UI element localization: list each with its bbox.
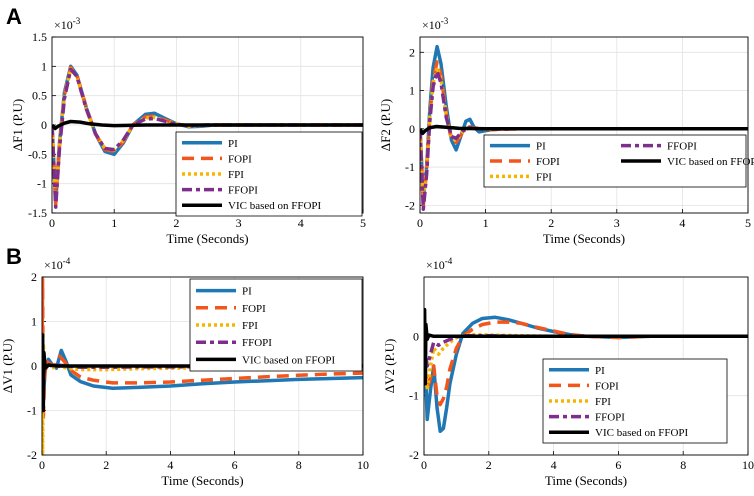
legend: PI FOPI FPI FFOPI VIC based on FFOPI: [542, 358, 728, 444]
legend-label: FFOPI: [595, 412, 625, 424]
x-tick-label: 0: [421, 458, 427, 472]
x-tick-label: 3: [614, 216, 620, 230]
legend-label: VIC based on FFOPI: [228, 200, 322, 212]
y-tick-label: 0: [413, 329, 419, 343]
x-tick-label: 10: [742, 458, 754, 472]
x-tick-label: 0: [39, 458, 45, 472]
series-line-vic-based-on-ffopi: [420, 124, 748, 136]
y-tick-label: 1: [31, 315, 37, 329]
y-tick-label: -2: [27, 448, 37, 462]
chart-dv2: 0 2 4 6 8 10 -2 -1 0 ×10-4 Time (Seconds) ΔV2 (P.U)…: [382, 256, 754, 488]
y-axis-label: ΔF1 (P.U): [10, 99, 25, 151]
x-tick-label: 1: [483, 216, 489, 230]
y-tick-label: -1.5: [28, 206, 47, 220]
legend-label: FFOPI: [667, 141, 697, 153]
y-tick-label: 1: [409, 84, 415, 98]
y-tick-label: 1: [41, 59, 47, 73]
legend-label: VIC based on FFOPI: [667, 156, 754, 168]
legend-label: FOPI: [595, 380, 619, 392]
y-tick-label: 2: [31, 270, 37, 284]
y-tick-label: -2: [405, 198, 415, 212]
x-tick-label: 2: [548, 216, 554, 230]
legend: PI FOPI FPI FFOPI VIC based on FFOPI: [175, 131, 363, 217]
x-axis-label: Time (Seconds): [545, 473, 627, 488]
legend-label: FOPI: [536, 156, 560, 168]
x-tick-label: 4: [167, 458, 173, 472]
y-tick-label: -0.5: [28, 147, 47, 161]
legend-label: FOPI: [242, 303, 266, 315]
x-tick-label: 8: [680, 458, 686, 472]
x-tick-label: 2: [173, 216, 179, 230]
legend-label: FFOPI: [228, 185, 258, 197]
x-tick-label: 4: [679, 216, 685, 230]
legend: PI FOPI FPI FFOPI VIC based on FFOPI: [189, 278, 363, 372]
axes-frame: [41, 276, 364, 456]
chart-dv1: 0 2 4 6 8 10 -2 -1 0 1 2 ×10-4 Time (Seconds) ΔV1 (P.…: [0, 256, 369, 488]
legend-label: PI: [536, 141, 546, 153]
y-tick-label: -1: [27, 404, 37, 418]
x-tick-label: 8: [296, 458, 302, 472]
x-tick-label: 4: [298, 216, 304, 230]
y-tick-label: -2: [409, 448, 419, 462]
x-tick-label: 0: [417, 216, 423, 230]
x-axis-label: Time (Seconds): [543, 231, 625, 246]
x-axis-label: Time (Seconds): [161, 473, 243, 488]
legend-label: FPI: [242, 320, 258, 332]
axes-frame: [419, 36, 749, 214]
legend-label: FPI: [536, 171, 552, 183]
x-tick-label: 2: [103, 458, 109, 472]
y-axis-label: ΔV1 (P.U): [0, 339, 15, 394]
x-axis-label: Time (Seconds): [166, 231, 248, 246]
axis-exponent: ×10-3: [422, 16, 449, 32]
chart-df2: 0 1 2 3 4 5 -2 -1 0 1 2 ×10-3 Time (Seconds) ΔF2 (P.U…: [378, 16, 754, 246]
x-tick-label: 6: [232, 458, 238, 472]
y-tick-label: 1.5: [32, 30, 47, 44]
legend-label: PI: [595, 365, 605, 377]
legend-label: FOPI: [228, 153, 252, 165]
chart-df1: 0 1 2 3 4 5 -1.5 -1 -0.5 0 0.5 1 1.5 ×10-3 Time (Secon…: [10, 16, 366, 246]
y-tick-label: -1: [409, 389, 419, 403]
y-tick-label: -1: [405, 160, 415, 174]
legend-label: FFOPI: [242, 337, 272, 349]
series-line-vic-based-on-ffopi: [52, 119, 363, 131]
y-tick-label: 0.5: [32, 89, 47, 103]
x-tick-label: 1: [111, 216, 117, 230]
y-tick-label: 0: [409, 122, 415, 136]
series-line-vic-based-on-ffopi: [424, 307, 748, 386]
axes-frame: [423, 276, 749, 456]
legend-label: VIC based on FFOPI: [595, 427, 689, 439]
legend-label: FPI: [228, 169, 244, 181]
x-tick-label: 3: [236, 216, 242, 230]
y-tick-label: 2: [409, 45, 415, 59]
y-tick-label: -1: [37, 177, 47, 191]
legend-label: FPI: [595, 396, 611, 408]
x-tick-label: 2: [486, 458, 492, 472]
y-tick-label: 0: [41, 118, 47, 132]
legend-box: [483, 134, 747, 188]
x-tick-label: 0: [49, 216, 55, 230]
axis-exponent: ×10-3: [54, 16, 81, 32]
y-axis-label: ΔV2 (P.U): [382, 339, 397, 394]
panel-label-a: A: [6, 4, 22, 29]
x-tick-label: 6: [615, 458, 621, 472]
legend-label: PI: [242, 286, 252, 298]
y-axis-label: ΔF2 (P.U): [378, 99, 393, 151]
x-tick-label: 4: [551, 458, 557, 472]
legend-label: VIC based on FFOPI: [242, 354, 336, 366]
x-tick-label: 5: [745, 216, 751, 230]
panel-label-b: B: [6, 244, 22, 269]
y-tick-label: 0: [31, 359, 37, 373]
legend: PI FOPI FPI FFOPI VIC based on FFOPI: [483, 134, 754, 188]
axis-exponent: ×10-4: [44, 256, 71, 272]
axis-exponent: ×10-4: [426, 256, 453, 272]
x-tick-label: 10: [357, 458, 369, 472]
legend-box: [189, 278, 363, 372]
x-tick-label: 5: [360, 216, 366, 230]
legend-label: PI: [228, 138, 238, 150]
